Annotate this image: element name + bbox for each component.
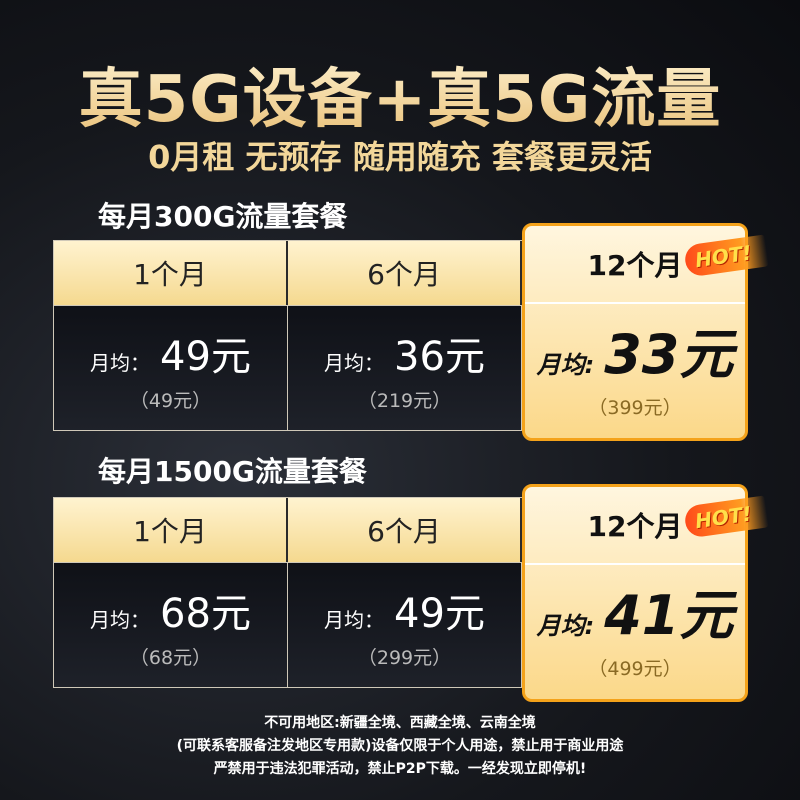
footer-notice: 不可用地区:新疆全境、西藏全境、云南全境 (可联系客服备注发地区专用款)设备仅限… [0, 712, 800, 781]
plan-table: 1个月 6个月 月均： 68元 （68元） 月均： 49元 （299元） [53, 497, 523, 688]
total-price: （399元） [588, 397, 682, 419]
total-price: （219元） [357, 389, 452, 412]
period-header[interactable]: 6个月 [288, 241, 522, 305]
period-header[interactable]: 6个月 [288, 498, 522, 562]
price-label: 月均： [324, 607, 385, 632]
price-label: 月均: [536, 612, 595, 640]
price-cell[interactable]: 月均： 36元 （219元） [288, 305, 522, 430]
price-value: 36元 [394, 333, 485, 380]
price-label: 月均： [324, 350, 385, 375]
featured-plan-card[interactable]: 12个月 HOT! 月均: 33元 （399元） [522, 223, 769, 441]
price-cell[interactable]: 月均： 49元 （49元） [54, 305, 288, 430]
notice-line: (可联系客服备注发地区专用款)设备仅限于个人用途，禁止用于商业用途 [176, 738, 624, 754]
total-price: （299元） [357, 646, 452, 669]
period-header: 12个月 [525, 226, 745, 304]
notice-line: 不可用地区:新疆全境、西藏全境、云南全境 [264, 715, 536, 731]
notice-line: 严禁用于违法犯罪活动，禁止P2P下载。一经发现立即停机! [213, 761, 587, 777]
price-label: 月均: [536, 351, 595, 379]
total-price: （68元） [129, 646, 212, 669]
total-price: （499元） [588, 658, 682, 680]
price-cell[interactable]: 月均： 49元 （299元） [288, 562, 522, 687]
period-header: 12个月 [525, 487, 745, 565]
price-value: 33元 [604, 323, 734, 386]
subheadline: 0月租 无预存 随用随充 套餐更灵活 [148, 138, 652, 176]
price-label: 月均： [90, 350, 151, 375]
featured-plan-card[interactable]: 12个月 HOT! 月均: 41元 （499元） [522, 484, 769, 702]
plan-title: 每月1500G流量套餐 [98, 455, 367, 488]
price-label: 月均： [90, 607, 151, 632]
price-value: 49元 [160, 333, 251, 380]
period-header[interactable]: 1个月 [54, 498, 288, 562]
price-cell[interactable]: 月均： 68元 （68元） [54, 562, 288, 687]
price-value: 68元 [160, 590, 251, 637]
plan-table: 1个月 6个月 月均： 49元 （49元） 月均： 36元 （219元） [53, 240, 523, 431]
total-price: （49元） [129, 389, 212, 412]
plan-title: 每月300G流量套餐 [98, 200, 348, 233]
price-value: 41元 [604, 584, 734, 647]
price-value: 49元 [394, 590, 485, 637]
headline: 真5G设备+真5G流量 [0, 48, 800, 140]
period-header[interactable]: 1个月 [54, 241, 288, 305]
